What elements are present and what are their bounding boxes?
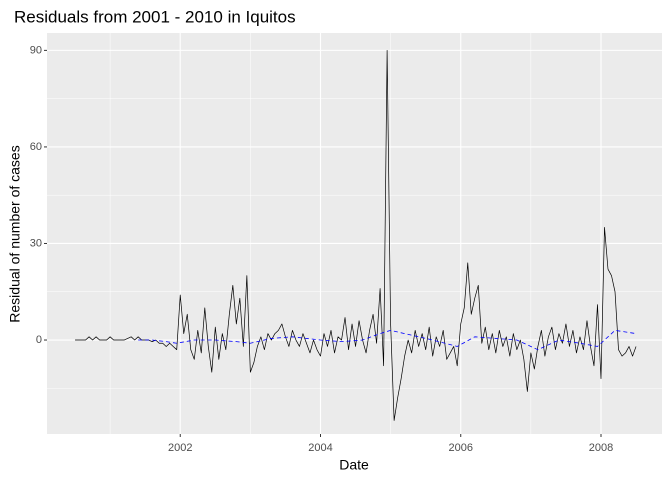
x-axis-label: Date [339, 457, 369, 473]
x-tick-label: 2006 [448, 442, 472, 454]
plot-panel [47, 33, 662, 434]
chart-title: Residuals from 2001 - 2010 in Iquitos [14, 7, 296, 26]
x-tick-label: 2002 [168, 442, 192, 454]
y-tick-label: 90 [30, 44, 42, 56]
y-axis-label: Residual of number of cases [7, 145, 23, 322]
y-tick-label: 0 [36, 334, 42, 346]
x-tick-label: 2004 [308, 442, 332, 454]
y-tick-label: 30 [30, 237, 42, 249]
x-tick-label: 2008 [589, 442, 613, 454]
y-tick-label: 60 [30, 141, 42, 153]
data-line [138, 329, 637, 351]
data-line [75, 50, 637, 421]
